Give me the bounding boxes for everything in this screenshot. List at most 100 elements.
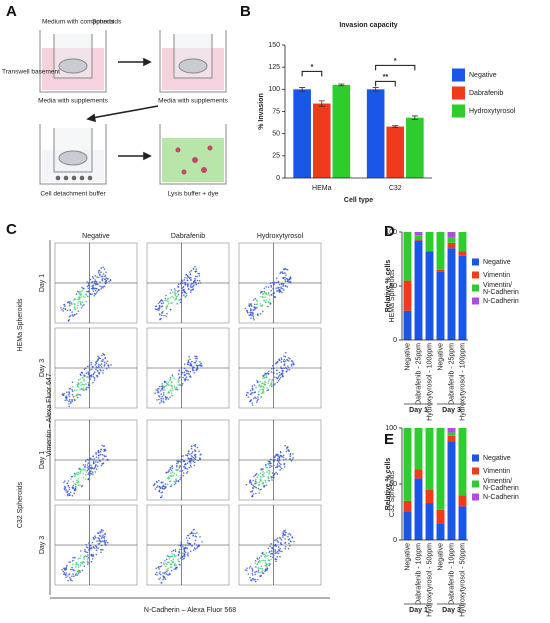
event-dot — [94, 275, 96, 277]
event-dot — [90, 361, 92, 364]
event-dot — [286, 448, 288, 450]
event-dot — [280, 286, 282, 288]
bar-segment — [447, 428, 456, 433]
event-dot — [72, 315, 74, 318]
event-dot — [250, 317, 252, 320]
event-dot — [272, 474, 275, 477]
event-dot — [91, 558, 94, 560]
event-dot — [283, 360, 286, 363]
event-dot — [104, 281, 107, 283]
event-dot — [78, 300, 80, 303]
event-dot — [103, 285, 106, 288]
event-dot — [104, 274, 107, 277]
event-dot — [166, 312, 168, 315]
event-dot — [276, 454, 279, 457]
event-dot — [269, 460, 271, 463]
event-dot — [167, 569, 169, 571]
row-label: Day 1 — [39, 451, 46, 469]
event-dot — [64, 307, 67, 310]
event-dot — [195, 355, 198, 358]
event-dot — [257, 571, 259, 573]
bar — [293, 89, 311, 178]
event-dot — [184, 467, 186, 470]
event-dot — [158, 568, 161, 570]
event-dot — [99, 532, 101, 534]
event-dot — [160, 561, 163, 564]
event-dot — [194, 539, 197, 542]
event-dot — [287, 547, 290, 550]
event-dot — [190, 279, 192, 282]
bar-segment — [436, 232, 445, 270]
event-dot — [72, 559, 75, 562]
event-dot — [80, 374, 82, 377]
bar-segment — [414, 235, 423, 240]
event-dot — [164, 389, 166, 391]
event-dot — [77, 478, 79, 480]
event-dot — [184, 544, 187, 546]
event-dot — [251, 392, 253, 394]
event-dot — [260, 468, 263, 470]
chart-title: HEMa Spheroids — [389, 269, 396, 322]
event-dot — [275, 560, 277, 562]
event-dot — [187, 534, 190, 537]
event-dot — [81, 289, 84, 292]
event-dot — [174, 550, 177, 553]
event-dot — [67, 484, 70, 487]
event-dot — [155, 567, 157, 570]
event-dot — [251, 490, 254, 492]
event-dot — [162, 385, 165, 388]
event-dot — [89, 472, 92, 475]
significance-label: * — [394, 58, 397, 65]
event-dot — [81, 569, 84, 572]
panel-letter: B — [240, 3, 251, 20]
event-dot — [83, 556, 85, 559]
event-dot — [277, 379, 280, 382]
event-dot — [81, 286, 83, 289]
event-dot — [176, 388, 179, 391]
event-dot — [71, 390, 74, 393]
event-dot — [68, 492, 70, 495]
event-dot — [76, 570, 78, 573]
event-dot — [278, 459, 281, 462]
event-dot — [178, 299, 180, 302]
event-dot — [86, 376, 88, 378]
event-dot — [275, 558, 278, 561]
event-dot — [160, 401, 163, 403]
event-dot — [97, 457, 100, 459]
event-dot — [95, 368, 97, 371]
event-dot — [281, 375, 284, 378]
event-dot — [97, 532, 99, 534]
event-dot — [273, 459, 275, 462]
event-dot — [83, 384, 85, 386]
event-dot — [66, 564, 68, 567]
event-dot — [247, 311, 249, 314]
event-dot — [83, 380, 85, 382]
event-dot — [275, 471, 277, 474]
event-dot — [260, 575, 262, 577]
event-dot — [254, 480, 257, 483]
event-dot — [161, 305, 164, 307]
event-dot — [261, 482, 264, 485]
event-dot — [270, 543, 273, 545]
event-dot — [165, 306, 167, 309]
bar-segment — [414, 469, 423, 479]
event-dot — [160, 581, 163, 584]
event-dot — [254, 578, 256, 581]
event-dot — [171, 465, 173, 467]
event-dot — [176, 460, 178, 463]
event-dot — [249, 308, 252, 310]
event-dot — [244, 307, 247, 310]
event-dot — [96, 374, 99, 377]
event-dot — [263, 374, 266, 376]
well — [159, 124, 227, 185]
event-dot — [194, 265, 196, 268]
well — [159, 30, 227, 93]
event-dot — [88, 383, 90, 386]
event-dot — [74, 308, 76, 310]
event-dot — [196, 446, 199, 449]
event-dot — [253, 306, 256, 309]
event-dot — [156, 399, 158, 401]
event-dot — [164, 483, 167, 485]
event-dot — [103, 541, 106, 543]
event-dot — [170, 485, 173, 488]
